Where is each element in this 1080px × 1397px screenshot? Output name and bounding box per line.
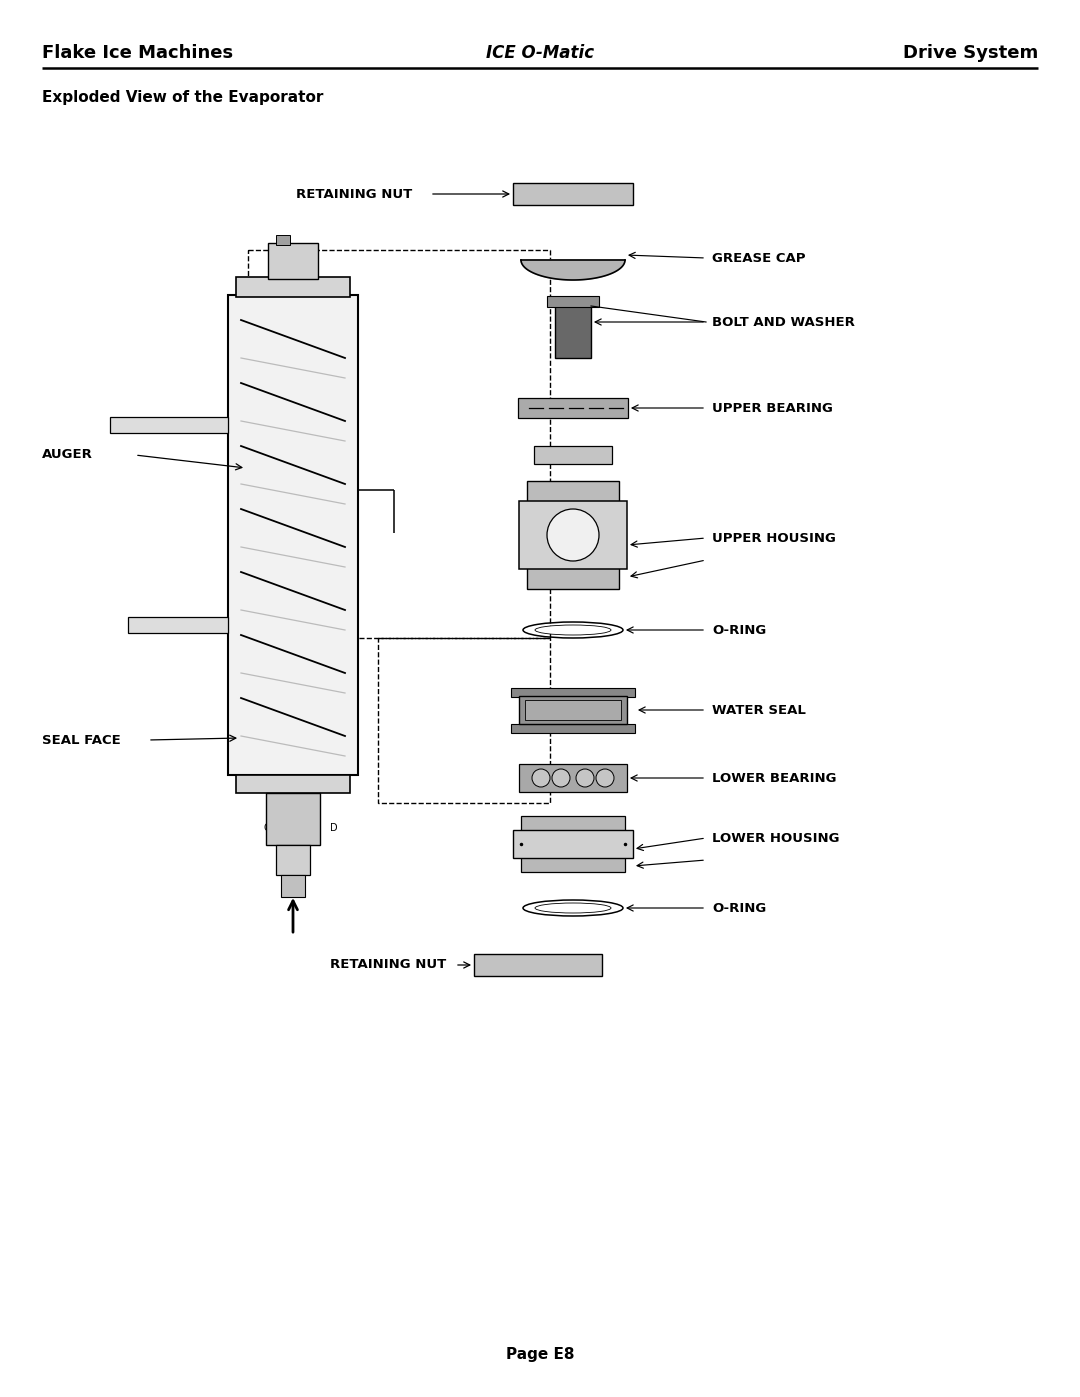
Text: LOWER HOUSING: LOWER HOUSING (712, 831, 839, 845)
Bar (248, 250, 550, 638)
Text: RETAINING NUT: RETAINING NUT (296, 187, 413, 201)
Text: D: D (330, 823, 338, 833)
Text: UPPER HOUSING: UPPER HOUSING (712, 531, 836, 545)
Ellipse shape (552, 768, 570, 787)
Text: O-RING: O-RING (712, 901, 766, 915)
Bar (474, 954, 602, 977)
Bar (276, 235, 291, 244)
Bar (511, 724, 635, 733)
Bar (129, 617, 228, 633)
Bar (513, 183, 633, 205)
Bar (519, 502, 627, 569)
Bar (110, 416, 228, 433)
Ellipse shape (546, 509, 599, 562)
Bar (519, 764, 627, 792)
Bar (518, 398, 627, 418)
Ellipse shape (535, 902, 611, 914)
Ellipse shape (532, 768, 550, 787)
Text: SEAL FACE: SEAL FACE (42, 733, 121, 746)
Text: Flake Ice Machines: Flake Ice Machines (42, 43, 233, 61)
Text: G: G (264, 823, 271, 833)
Text: Page E8: Page E8 (505, 1348, 575, 1362)
Text: O-RING: O-RING (712, 623, 766, 637)
Text: ICE O-Matic: ICE O-Matic (486, 43, 594, 61)
Bar (525, 700, 621, 719)
Text: BOLT AND WASHER: BOLT AND WASHER (712, 316, 855, 328)
Polygon shape (521, 260, 625, 279)
Bar (228, 295, 357, 775)
Text: LOWER BEARING: LOWER BEARING (712, 771, 837, 785)
Ellipse shape (596, 768, 615, 787)
Bar (266, 793, 320, 845)
Bar (513, 830, 633, 858)
Bar (521, 816, 625, 833)
Bar (521, 856, 625, 872)
Text: WATER SEAL: WATER SEAL (712, 704, 806, 717)
Bar (546, 296, 599, 307)
Text: Exploded View of the Evaporator: Exploded View of the Evaporator (42, 89, 323, 105)
Ellipse shape (576, 768, 594, 787)
Bar (527, 481, 619, 503)
Bar (237, 775, 350, 793)
Bar (511, 687, 635, 697)
Text: AUGER: AUGER (42, 448, 93, 461)
Bar (378, 638, 550, 803)
Bar (519, 696, 627, 724)
Bar (555, 306, 591, 358)
Bar (527, 567, 619, 590)
Bar (281, 875, 305, 897)
Ellipse shape (535, 624, 611, 636)
Bar (534, 446, 612, 464)
Text: GREASE CAP: GREASE CAP (712, 251, 806, 264)
Bar (268, 243, 318, 279)
Text: UPPER BEARING: UPPER BEARING (712, 401, 833, 415)
Text: RETAINING NUT: RETAINING NUT (330, 958, 446, 971)
Text: Drive System: Drive System (903, 43, 1038, 61)
Bar (276, 845, 310, 875)
Bar (237, 277, 350, 298)
